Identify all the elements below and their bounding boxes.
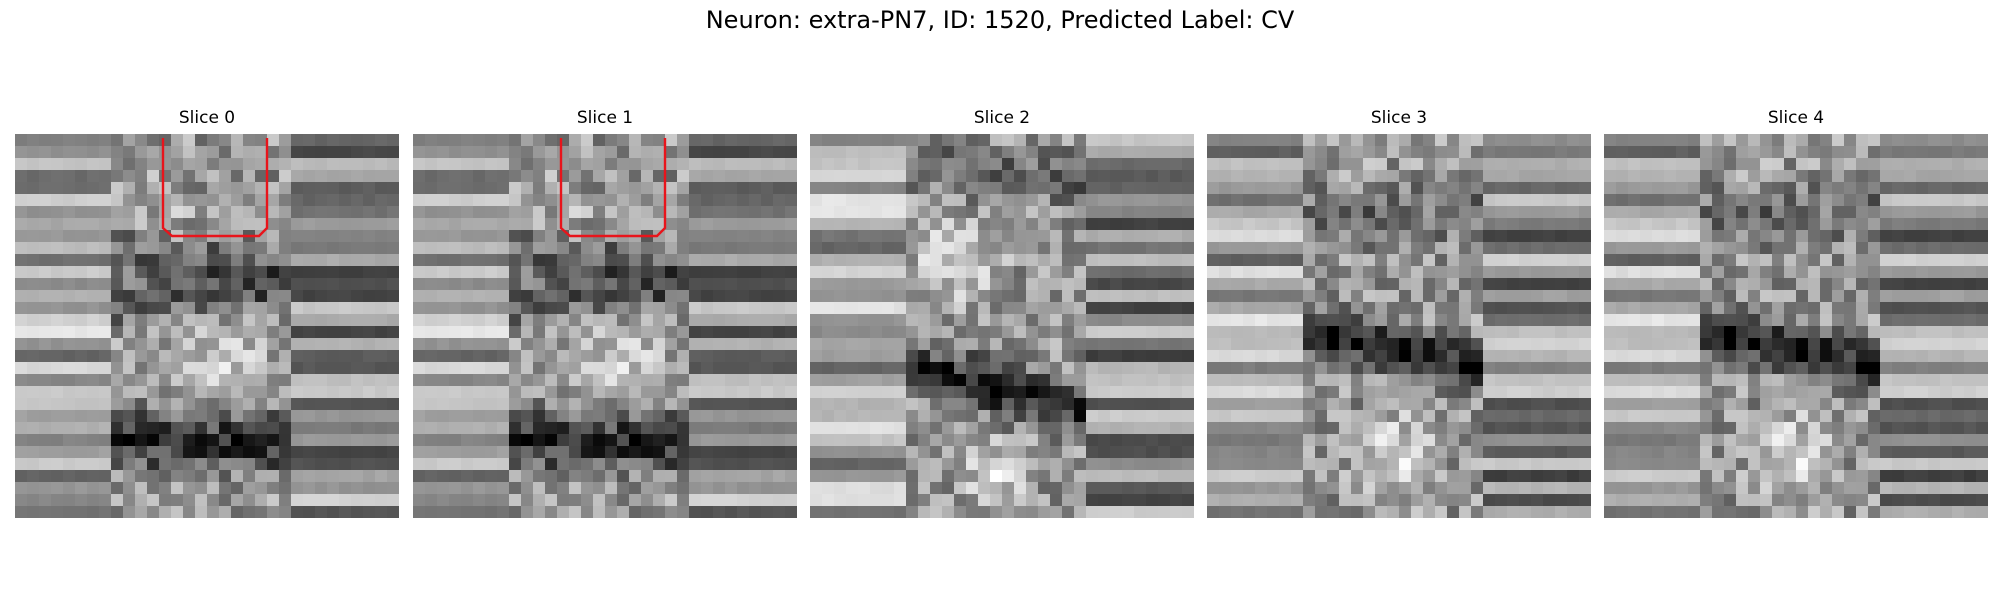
roi-outline: [161, 138, 269, 238]
roi-outline-overlay: [559, 138, 667, 238]
slice-title: Slice 1: [576, 108, 634, 128]
grayscale-slice-image: [1604, 134, 1988, 518]
grayscale-slice-image: [1207, 134, 1591, 518]
slice-image: [1207, 134, 1591, 518]
grayscale-slice-image: [810, 134, 1194, 518]
slice-image: [810, 134, 1194, 518]
roi-outline-overlay: [161, 138, 269, 238]
slice-image: [413, 134, 797, 518]
grayscale-slice-image: [413, 134, 797, 518]
slice-title: Slice 2: [973, 108, 1031, 128]
slice-image: [1604, 134, 1988, 518]
grayscale-slice-image: [15, 134, 399, 518]
slice-title: Slice 4: [1767, 108, 1825, 128]
roi-outline: [559, 138, 667, 238]
slice-title: Slice 0: [178, 108, 236, 128]
slice-image: [15, 134, 399, 518]
figure-title: Neuron: extra-PN7, ID: 1520, Predicted L…: [705, 6, 1295, 34]
slice-title: Slice 3: [1370, 108, 1428, 128]
